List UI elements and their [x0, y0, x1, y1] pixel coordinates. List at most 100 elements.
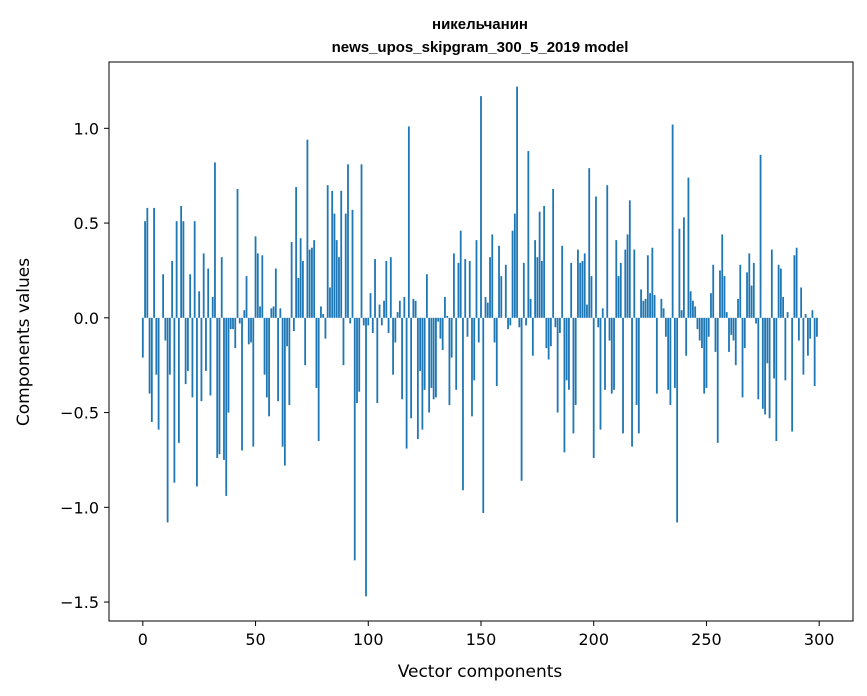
y-tick-label: −1.0 — [60, 498, 99, 517]
bar — [664, 317, 667, 337]
bar — [331, 190, 334, 318]
bar — [737, 298, 739, 318]
bar — [520, 317, 523, 481]
bar — [313, 240, 316, 318]
bar — [559, 317, 561, 333]
bar — [646, 255, 649, 318]
bar — [493, 317, 496, 343]
y-tick-label: 0.0 — [74, 309, 99, 328]
bars-group — [141, 86, 818, 597]
bar — [283, 317, 286, 466]
bar — [579, 262, 582, 318]
x-axis: 0 50 100 150 200 250 300 — [138, 621, 835, 649]
bar — [678, 228, 681, 318]
bar — [333, 213, 336, 318]
bar — [518, 317, 521, 328]
bar — [184, 317, 187, 385]
bar — [534, 240, 537, 318]
bar — [628, 200, 631, 318]
bar — [784, 317, 787, 381]
bar — [335, 240, 338, 318]
bar — [387, 317, 390, 333]
bar — [326, 185, 329, 318]
bar — [209, 317, 212, 396]
bar — [229, 317, 232, 330]
bar — [365, 317, 367, 597]
bar — [712, 264, 715, 318]
x-tick-label: 300 — [804, 630, 835, 649]
bar — [764, 317, 766, 415]
bar — [155, 317, 158, 375]
bar — [592, 317, 595, 459]
bar — [214, 162, 216, 318]
bar — [725, 312, 728, 318]
bar — [459, 230, 462, 318]
bar — [301, 260, 304, 318]
bar — [516, 86, 518, 318]
bar — [171, 260, 174, 318]
y-tick-label: −0.5 — [60, 404, 99, 423]
bar — [809, 317, 812, 339]
bar — [308, 249, 311, 318]
bar — [401, 317, 403, 400]
bar — [766, 317, 769, 364]
bar — [782, 296, 785, 318]
bar — [322, 314, 325, 318]
bar — [265, 317, 268, 398]
bar — [723, 276, 726, 318]
bar — [565, 317, 568, 381]
bar — [425, 274, 428, 318]
bar — [705, 317, 708, 388]
bar — [800, 287, 803, 318]
bar — [588, 168, 591, 318]
bar — [495, 317, 498, 387]
bar — [608, 317, 611, 341]
bar — [649, 293, 651, 318]
bar — [448, 317, 451, 405]
bar — [207, 268, 210, 318]
bar — [624, 249, 627, 318]
bar — [223, 317, 225, 460]
bar — [698, 317, 701, 341]
bar — [622, 317, 624, 434]
bar — [525, 317, 527, 326]
bar — [466, 317, 469, 337]
bar — [187, 317, 189, 371]
x-tick-label: 0 — [138, 630, 148, 649]
bar — [166, 317, 169, 523]
bar — [471, 317, 473, 417]
bar — [786, 312, 789, 318]
bar — [572, 317, 575, 434]
bar — [689, 291, 692, 318]
bar — [761, 317, 764, 409]
bar — [168, 317, 171, 375]
bar — [545, 317, 548, 349]
bar — [441, 317, 444, 351]
bar — [577, 249, 579, 318]
bar — [272, 306, 275, 318]
bar — [613, 317, 615, 390]
bar — [683, 217, 685, 318]
bar — [619, 262, 622, 318]
bar — [563, 317, 566, 453]
bar — [177, 317, 180, 443]
bar — [696, 317, 699, 330]
bar — [292, 317, 295, 332]
bar — [522, 262, 525, 318]
bar — [714, 317, 717, 352]
x-tick-label: 150 — [466, 630, 497, 649]
bar — [746, 272, 748, 318]
bar — [791, 317, 794, 432]
bar — [297, 278, 300, 318]
bar — [324, 317, 327, 339]
bar — [797, 317, 800, 341]
bar — [477, 317, 480, 343]
bar — [444, 296, 446, 318]
bar — [554, 317, 557, 328]
bar — [811, 310, 814, 318]
bar — [317, 317, 320, 441]
bar — [369, 293, 372, 318]
bar — [475, 240, 478, 318]
bar — [685, 317, 688, 356]
